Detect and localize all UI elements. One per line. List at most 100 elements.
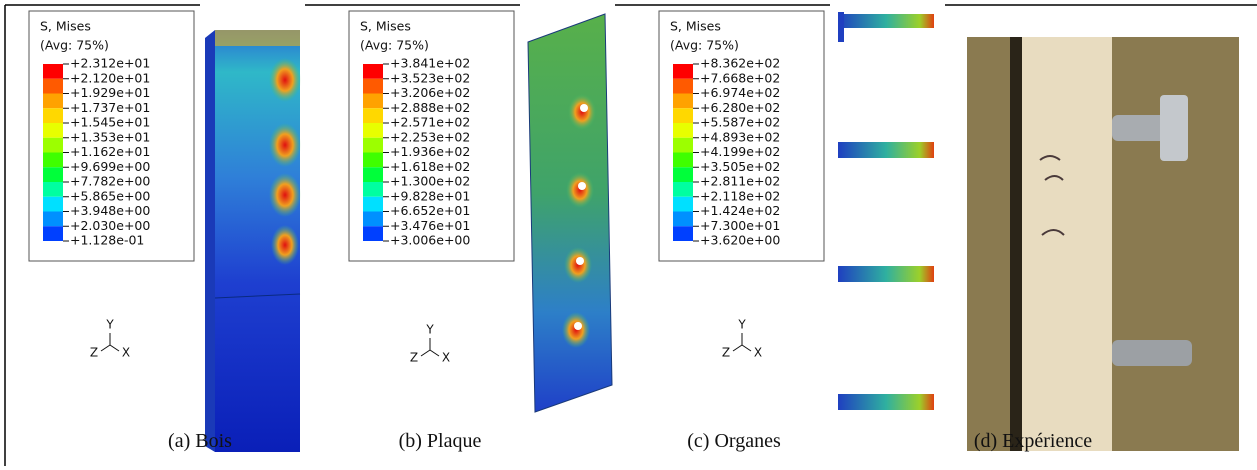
triad-axis	[429, 349, 440, 357]
triad-axis	[420, 349, 431, 357]
legend-value: +1.128e-01	[70, 233, 144, 248]
legend-subtitle: (Avg: 75%)	[40, 38, 109, 53]
legend-swatch	[43, 93, 63, 109]
triad-label: Z	[90, 346, 98, 360]
legend-value: +2.030e+00	[70, 218, 150, 233]
legend-value: +1.929e+01	[70, 85, 150, 100]
legend-swatch	[43, 123, 63, 138]
legend-swatch	[673, 167, 693, 182]
triad-label: X	[442, 351, 450, 365]
legend-value: +1.424e+02	[700, 203, 780, 218]
triad-label: Y	[737, 318, 746, 332]
legend-swatch	[43, 78, 63, 94]
legend: S, Mises(Avg: 75%)+8.362e+02+7.668e+02+6…	[658, 10, 825, 262]
legend-value: +7.782e+00	[70, 174, 150, 189]
legend: S, Mises(Avg: 75%)+3.841e+02+3.523e+02+3…	[348, 10, 515, 262]
legend-swatch	[43, 152, 63, 168]
legend-swatch	[673, 108, 693, 123]
legend-value: +1.737e+01	[70, 100, 150, 115]
legend-swatch	[363, 167, 383, 182]
axis-triad: YZ X	[722, 318, 762, 360]
legend-swatch	[363, 196, 383, 212]
triad-label: Y	[105, 318, 114, 332]
legend-swatch	[363, 64, 383, 79]
legend-value: +2.888e+02	[390, 100, 470, 115]
triad-label: Y	[425, 323, 434, 337]
legend-swatch	[43, 167, 63, 182]
legend-title: S, Mises	[360, 19, 411, 34]
legend-swatch	[363, 211, 383, 227]
legend-swatch	[673, 137, 693, 153]
legend-value: +3.476e+01	[390, 218, 470, 233]
legend-swatch	[363, 108, 383, 123]
triad-label: Z	[410, 351, 418, 365]
legend-value: +3.206e+02	[390, 85, 470, 100]
legend-value: +1.162e+01	[70, 144, 150, 159]
legend-value: +7.668e+02	[700, 70, 780, 85]
legend-swatch	[43, 108, 63, 123]
legend-value: +6.974e+02	[700, 85, 780, 100]
caption: (c) Organes	[687, 430, 781, 452]
legend-value: +9.828e+01	[390, 188, 470, 203]
legend-value: +2.571e+02	[390, 115, 470, 130]
legend-value: +1.300e+02	[390, 174, 470, 189]
legend-swatch	[673, 93, 693, 109]
legend-value: +2.811e+02	[700, 174, 780, 189]
bolt-models	[838, 12, 934, 410]
legend-value: +3.505e+02	[700, 159, 780, 174]
legend-swatch	[363, 137, 383, 153]
legend-swatch	[43, 64, 63, 79]
legend-swatch	[363, 152, 383, 168]
legend-swatch	[43, 226, 63, 241]
legend-swatch	[363, 78, 383, 94]
legend-value: +6.280e+02	[700, 100, 780, 115]
triad-axis	[732, 344, 743, 352]
legend-value: +2.120e+01	[70, 70, 150, 85]
legend-value: +7.300e+01	[700, 218, 780, 233]
legend-value: +5.865e+00	[70, 188, 150, 203]
caption: (a) Bois	[168, 430, 232, 452]
legend-swatch	[673, 182, 693, 197]
legend-value: +6.652e+01	[390, 203, 470, 218]
legend-value: +3.841e+02	[390, 56, 470, 71]
legend-value: +5.587e+02	[700, 115, 780, 130]
triad-axis	[100, 344, 111, 352]
legend-subtitle: (Avg: 75%)	[670, 38, 739, 53]
legend-swatch	[673, 211, 693, 227]
legend-value: +1.936e+02	[390, 144, 470, 159]
triad-label: X	[754, 346, 762, 360]
legend-value: +1.545e+01	[70, 115, 150, 130]
legend-value: +3.620e+00	[700, 233, 780, 248]
legend-value: +1.618e+02	[390, 159, 470, 174]
frame	[4, 4, 1257, 466]
legend-value: +9.699e+00	[70, 159, 150, 174]
legend-swatch	[363, 226, 383, 241]
axis-triad: YZ X	[410, 323, 450, 365]
triad-axis	[741, 344, 752, 352]
legend-title: S, Mises	[40, 19, 91, 34]
wood-model	[205, 30, 301, 452]
legend-swatch	[43, 137, 63, 153]
legend-swatch	[673, 226, 693, 241]
legend-swatch	[43, 182, 63, 197]
triad-label: X	[122, 346, 130, 360]
legend-swatch	[43, 211, 63, 227]
legend-title: S, Mises	[670, 19, 721, 34]
legend-subtitle: (Avg: 75%)	[360, 38, 429, 53]
legend-value: +2.118e+02	[700, 188, 780, 203]
legend-value: +4.893e+02	[700, 129, 780, 144]
legend-value: +3.523e+02	[390, 70, 470, 85]
legend-swatch	[673, 152, 693, 168]
caption: (d) Expérience	[974, 430, 1092, 452]
axis-triad: YZ X	[90, 318, 130, 360]
triad-axis	[109, 344, 120, 352]
caption: (b) Plaque	[399, 430, 482, 452]
legend-swatch	[43, 196, 63, 212]
legend-value: +3.006e+00	[390, 233, 470, 248]
legend-value: +3.948e+00	[70, 203, 150, 218]
legend-swatch	[673, 64, 693, 79]
legend-swatch	[363, 93, 383, 109]
legend-value: +2.253e+02	[390, 129, 470, 144]
legend-swatch	[673, 123, 693, 138]
